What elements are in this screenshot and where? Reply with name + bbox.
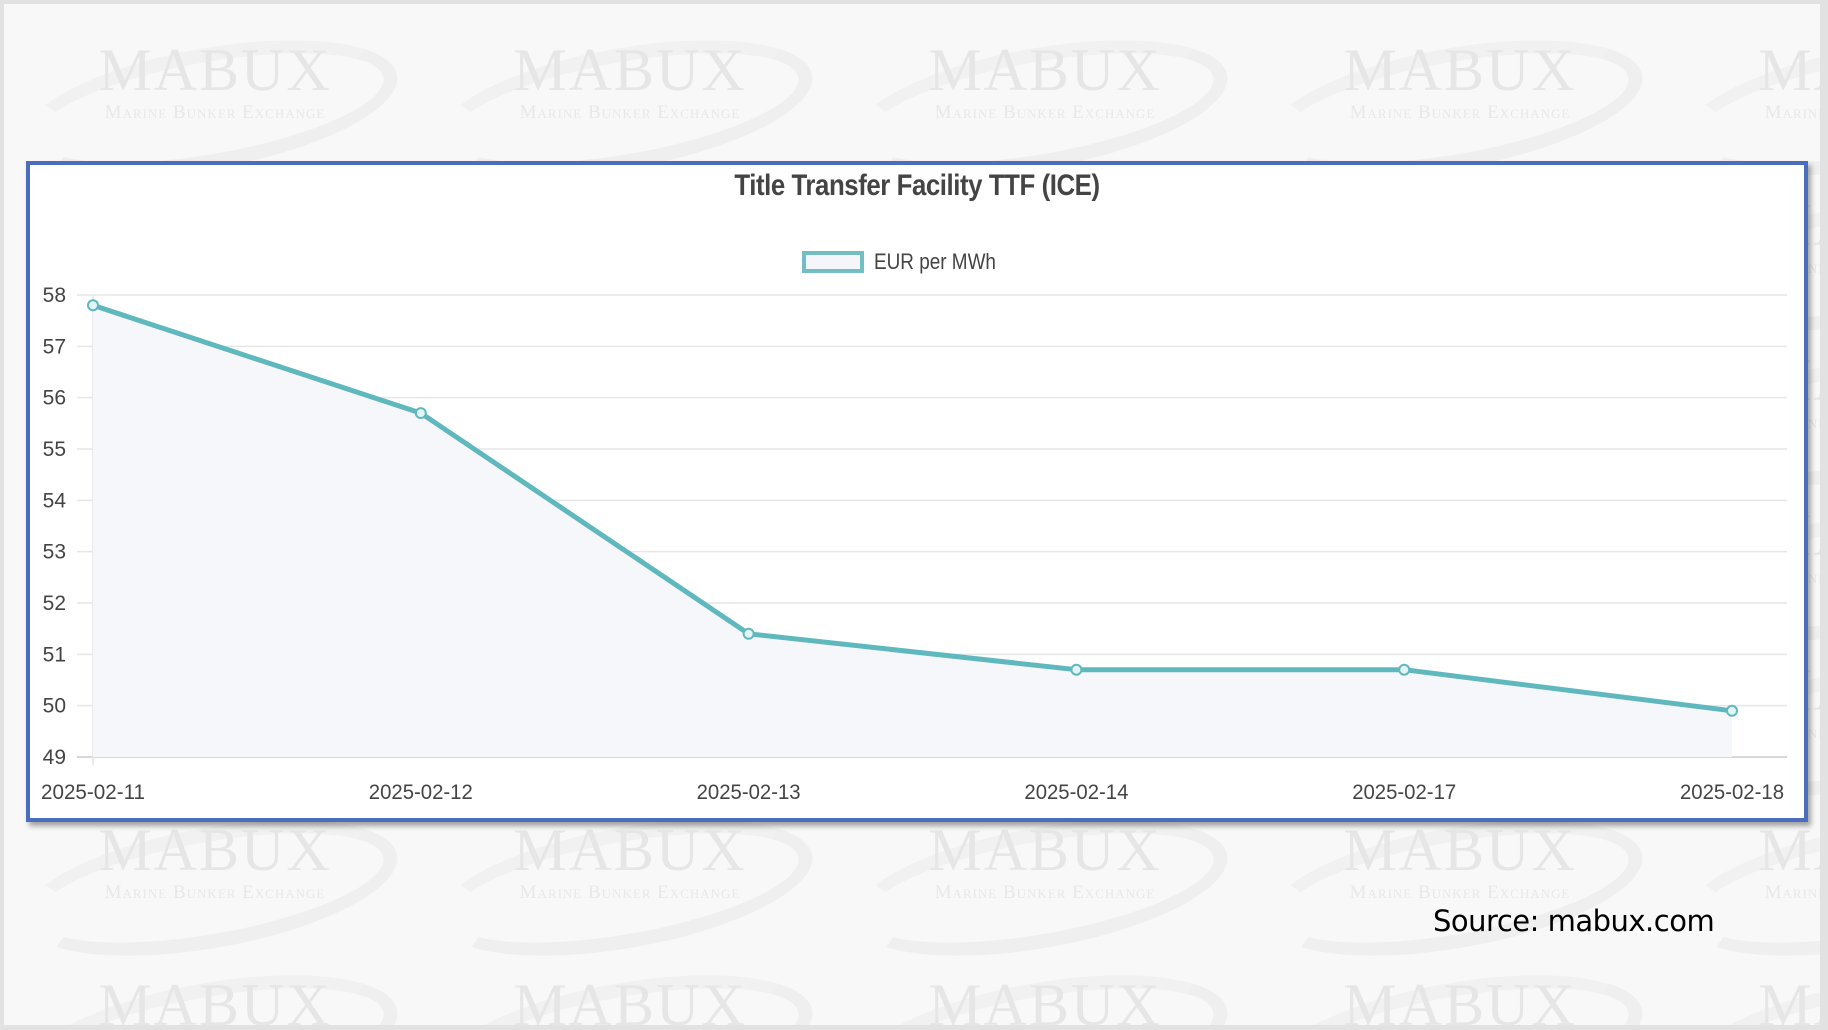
watermark-subtitle: Marine Bunker Exchange [1764, 882, 1820, 903]
watermark-subtitle: Marine Bunker Exchange [519, 102, 741, 123]
x-tick-label: 2025-02-17 [1352, 781, 1456, 804]
watermark-brand: MABUX [98, 817, 332, 883]
legend-label[interactable]: EUR per MWh [874, 249, 996, 274]
watermark-brand: MABUX [1758, 817, 1820, 883]
watermark-brand: MABUX [1343, 37, 1577, 103]
watermark-subtitle: Marine Bunker Exchange [1764, 102, 1820, 123]
watermark-brand: MABUX [98, 972, 332, 1025]
watermark-subtitle: Marine Bunker Exchange [934, 102, 1156, 123]
watermark-subtitle: Marine Bunker Exchange [1349, 882, 1571, 903]
x-tick-label: 2025-02-12 [369, 781, 473, 804]
watermark-brand: MABUX [513, 817, 747, 883]
legend[interactable]: EUR per MWh [802, 247, 1016, 277]
source-note: Source: mabux.com [1433, 904, 1715, 938]
watermark-subtitle: Marine Bunker Exchange [519, 882, 741, 903]
y-tick-label: 51 [43, 643, 66, 666]
x-axis: 2025-02-11 2025-02-12 2025-02-13 2025-02-14… [41, 781, 1784, 804]
y-tick-label: 50 [43, 695, 66, 718]
data-point[interactable] [742, 627, 755, 640]
x-tick-label: 2025-02-14 [1024, 781, 1128, 804]
x-tick-label: 2025-02-13 [697, 781, 801, 804]
x-tick-label: 2025-02-18 [1680, 781, 1784, 804]
data-points [87, 299, 1738, 717]
page-background: MABUX Marine Bunker Exchange MABUX Marine B… [4, 4, 1820, 1025]
data-point[interactable] [1070, 663, 1083, 676]
watermark-subtitle: Marine Bunker Exchange [104, 102, 326, 123]
y-tick-label: 56 [43, 387, 66, 410]
y-tick-label: 55 [43, 438, 66, 461]
y-axis: 49 50 51 52 53 54 55 56 57 58 [43, 284, 67, 769]
watermark-brand: MABUX [1343, 817, 1577, 883]
data-point[interactable] [414, 407, 427, 420]
y-tick-label: 52 [43, 592, 66, 615]
legend-swatch-icon[interactable] [802, 251, 864, 273]
data-point[interactable] [1726, 704, 1738, 717]
watermark-subtitle: Marine Bunker Exchange [934, 882, 1156, 903]
x-tick-label: 2025-02-11 [41, 781, 145, 804]
y-tick-label: 54 [43, 489, 67, 512]
watermark-brand: MABUX [513, 37, 747, 103]
area-fill [93, 305, 1732, 757]
watermark-brand: MABUX [513, 972, 747, 1025]
data-line [92, 302, 1733, 714]
watermark-brand: MABUX [1343, 972, 1577, 1025]
watermark-brand: MABUX [98, 37, 332, 103]
watermark-brand: MABUX [928, 37, 1162, 103]
y-tick-label: 58 [43, 284, 66, 307]
watermark-subtitle: Marine Bunker Exchange [1349, 102, 1571, 123]
watermark-brand: MABUX [1758, 37, 1820, 103]
chart-title: Title Transfer Facility TTF (ICE) [734, 169, 1100, 202]
watermark-subtitle: Marine Bunker Exchange [104, 882, 326, 903]
watermark-brand: MABUX [928, 972, 1162, 1025]
y-tick-label: 53 [43, 541, 66, 564]
chart-container: 49 50 51 52 53 54 55 56 57 58 2025-02-11 2025-02-1… [26, 161, 1808, 822]
watermark-brand: MABUX [1758, 972, 1820, 1025]
data-point[interactable] [1398, 663, 1411, 676]
data-point[interactable] [87, 299, 99, 312]
watermark-brand: MABUX [928, 817, 1162, 883]
y-tick-label: 49 [43, 746, 66, 769]
y-tick-label: 57 [43, 335, 66, 358]
